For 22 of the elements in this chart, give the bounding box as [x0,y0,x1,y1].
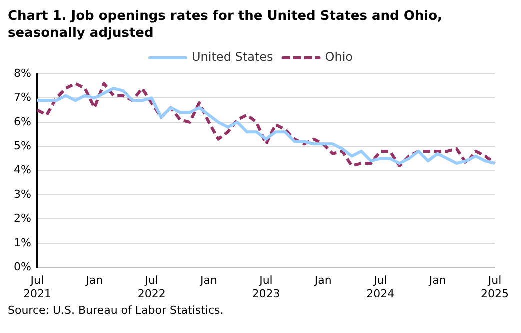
y-tick-label: 0% [14,260,32,274]
y-tick-label: 4% [14,164,32,177]
y-tick-label: 8% [14,66,32,80]
x-tick-label: Jul 2024 [366,274,395,300]
x-tick-label: Jul 2021 [23,274,52,300]
chart-title: Chart 1. Job openings rates for the United States and Ohio, seasonally adjusted [8,8,444,42]
x-tick-label: Jul 2023 [252,274,280,300]
x-tick-label: Jan [200,274,218,288]
legend-label: United States [192,50,274,64]
y-tick-label: 2% [14,212,32,226]
legend-label: Ohio [325,50,353,64]
y-tick-label: 7% [14,91,32,104]
y-tick-label: 5% [14,139,32,152]
y-tick-label: 3% [14,188,32,201]
y-tick-label: 6% [14,115,32,128]
x-tick-label: Jan [428,274,446,288]
x-tick-label: Jul 2025 [481,274,509,300]
source-note: Source: U.S. Bureau of Labor Statistics. [8,304,225,317]
y-tick-label: 1% [14,236,32,250]
x-tick-label: Jan [85,274,104,288]
x-tick-label: Jan [314,274,332,288]
x-tick-label: Jul 2022 [138,274,166,300]
